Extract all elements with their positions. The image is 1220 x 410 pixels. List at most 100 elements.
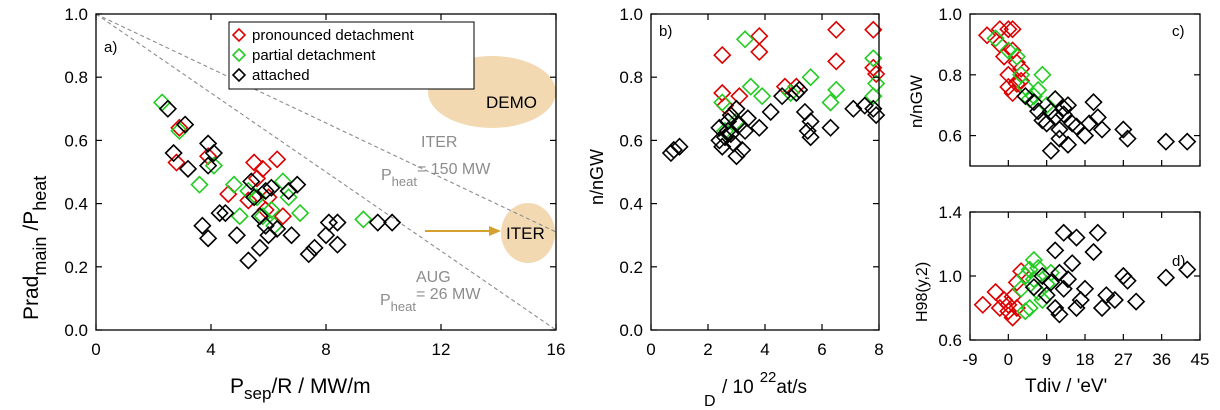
panel-d-marks [973, 223, 1197, 327]
y-tick-label: 1.0 [64, 5, 88, 24]
marker-attached [164, 143, 183, 163]
panel-d-label: d) [1172, 253, 1185, 270]
marker-partial [253, 207, 272, 226]
legend-box [228, 21, 475, 90]
marker-attached [661, 143, 681, 163]
marker-pronounced [167, 153, 186, 172]
y-tick-label: 0.0 [64, 321, 88, 340]
marker-attached [1084, 93, 1103, 112]
panel-a-label: a) [104, 39, 117, 56]
x-tick-label: 36 [1152, 350, 1171, 369]
x-tick-label: 8 [321, 340, 330, 359]
marker-attached [1097, 286, 1116, 305]
marker-partial [1029, 258, 1048, 278]
marker-pronounced [827, 20, 846, 39]
marker-attached [193, 216, 212, 235]
legend-label: pronounced detachment [252, 27, 415, 44]
marker-pronounced [750, 42, 769, 62]
marker-attached [1041, 273, 1061, 292]
marker-attached [1075, 126, 1095, 145]
marker-attached [1071, 290, 1090, 310]
marker-attached [259, 226, 278, 245]
marker-attached [1029, 102, 1048, 121]
marker-pronounced [999, 65, 1018, 84]
marker-partial [713, 93, 732, 112]
marker-attached [727, 147, 746, 166]
marker-pronounced [253, 159, 272, 178]
marker-attached [216, 203, 235, 223]
marker-attached [1058, 270, 1078, 289]
marker-attached [795, 102, 815, 122]
marker-attached [1058, 96, 1078, 115]
marker-pronounced [244, 153, 264, 172]
marker-attached [1050, 120, 1069, 139]
marker-partial [827, 80, 846, 99]
marker-partial [224, 175, 244, 194]
marker-partial [1037, 274, 1056, 294]
panel-b-ylabel: n/nGW [587, 149, 607, 205]
marker-attached [244, 188, 264, 207]
marker-attached [382, 213, 402, 232]
marker-attached [204, 143, 224, 163]
marker-attached [328, 213, 347, 232]
marker-attached [1024, 93, 1044, 112]
x-tick-label: 4 [760, 340, 769, 359]
panel-d-ticks: -9 0 9 18 27 36 45 0.6 1.0 1.4 [938, 203, 1209, 369]
marker-attached [735, 121, 755, 141]
marker-attached [267, 219, 287, 239]
panel-b-xlabel-d: D [704, 393, 716, 410]
marker-pronounced [867, 64, 886, 84]
aug-line-name: AUG [416, 269, 451, 286]
marker-attached [1178, 260, 1197, 279]
marker-partial [1007, 47, 1026, 66]
panel-c-ticks: 0.6 0.8 1.0 [938, 5, 1201, 166]
xlabel-unit: at/s [776, 377, 807, 398]
marker-attached [1080, 114, 1099, 133]
marker-attached [305, 238, 324, 257]
aug-line-pheat: Pheat= 26 MW [380, 286, 481, 314]
marker-attached [1084, 242, 1103, 262]
marker-attached [1092, 298, 1112, 318]
marker-attached [1118, 271, 1137, 290]
marker-pronounced [170, 118, 189, 137]
panel-d-frame [969, 211, 1201, 341]
marker-partial [279, 188, 298, 207]
marker-attached [1033, 266, 1052, 286]
marker-attached [721, 105, 740, 125]
marker-pronounced [990, 298, 1009, 318]
marker-partial [999, 41, 1018, 60]
legend-items: pronounced detachment partial detachment a… [231, 27, 415, 84]
marker-partial [230, 207, 249, 226]
marker-partial [262, 200, 281, 220]
marker-attached [772, 87, 792, 106]
marker-attached [1092, 120, 1112, 139]
marker-attached [1016, 86, 1035, 106]
marker-partial [753, 87, 772, 106]
marker-pronounced [994, 47, 1014, 66]
marker-partial [1016, 302, 1035, 321]
aug-line-p: P [380, 292, 391, 309]
marker-attached [787, 83, 806, 103]
marker-pronounced [730, 87, 749, 106]
x-tick-label: 0 [646, 340, 655, 359]
marker-pronounced [713, 83, 732, 103]
xlabel-sep-sub: sep [244, 384, 271, 403]
xlabel-rest: /R / MW/m [271, 375, 370, 398]
marker-attached [198, 229, 218, 248]
marker-partial [1033, 65, 1052, 84]
legend-marker [231, 67, 247, 83]
marker-partial [1024, 250, 1044, 270]
marker-attached [239, 251, 258, 270]
marker-pronounced [775, 77, 795, 96]
marker-attached [1058, 135, 1078, 154]
marker-attached [256, 216, 275, 235]
aug-line-value: = 26 MW [416, 286, 481, 303]
legend-label: partial detachment [252, 47, 376, 64]
marker-attached [368, 213, 387, 232]
marker-attached [844, 99, 863, 118]
marker-partial [152, 93, 172, 112]
marker-partial [170, 121, 189, 141]
ylabel-heat-sub: heat [30, 176, 50, 211]
marker-attached [1054, 223, 1073, 242]
marker-attached [710, 118, 729, 137]
